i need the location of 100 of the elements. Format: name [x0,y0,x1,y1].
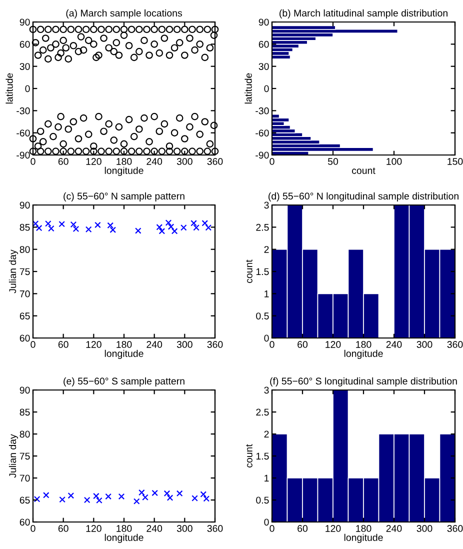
point [193,224,200,231]
x-tick-label: 300 [176,341,192,348]
point [203,496,210,502]
point [202,220,208,226]
point [164,490,170,497]
y-tick-label: 1.5 [256,452,269,460]
x-tick-label: 60 [58,341,68,348]
point [168,224,174,230]
y-tick-label: 60 [258,40,269,48]
point [94,222,101,228]
x-tick-label: 60 [298,341,308,348]
y-tick-label: 80 [20,430,30,438]
point [156,224,163,230]
y-axis-title: count [246,260,252,283]
point [85,226,92,233]
point [176,490,183,497]
point [200,491,207,498]
x-tick-label: 360 [207,158,223,165]
chart-title: (a) March sample locations [66,9,182,18]
x-tick-label: 300 [176,525,192,532]
y-tick-label: 2.5 [256,408,269,416]
x-tick-label: 0 [30,341,36,348]
chart-title: (c) 55−60° N sample pattern [64,192,184,202]
y-tick-label: 90 [258,18,269,26]
point [135,228,142,234]
point [68,492,74,499]
y-tick-label: 60 [20,518,30,526]
x-axis-title: longitude [104,166,144,176]
x-axis-title: longitude [104,350,144,359]
x-tick-label: 0 [30,158,36,165]
chart-title: (e) 55−60° S sample pattern [64,377,184,386]
point [158,228,166,234]
y-axis-title: Julian day [8,434,18,478]
y-axis-title: latitude [6,73,13,104]
point [118,493,125,500]
y-tick-label: 0 [25,85,30,92]
x-tick-label: 120 [86,341,102,348]
y-tick-label: -60 [16,130,30,136]
y-tick-label: -60 [256,130,269,136]
x-tick-label: 0 [270,525,274,532]
point [142,494,148,501]
y-tick-label: 70 [20,290,30,298]
point [72,226,80,232]
y-tick-label: 85 [20,224,30,231]
x-tick-label: 60 [58,158,68,165]
point [48,225,54,232]
x-tick-label: 240 [386,525,402,532]
point [205,224,212,231]
point [180,224,187,231]
y-tick-label: 1.5 [256,268,269,276]
x-tick-label: 120 [86,525,102,532]
point [190,220,197,226]
point [105,493,112,500]
point [192,495,198,502]
point [70,221,77,228]
y-tick-label: 30 [258,63,269,70]
x-tick-label: 180 [356,341,372,348]
x-tick-label: 60 [58,525,68,532]
y-tick-label: 0 [264,85,269,92]
x-tick-label: 240 [146,525,162,532]
y-tick-label: 60 [20,334,30,342]
x-tick-label: 0 [270,158,274,165]
y-tick-label: 70 [20,474,30,482]
x-tick-label: 180 [116,525,132,532]
y-tick-label: 0 [264,518,269,526]
x-tick-label: 0 [30,525,36,532]
y-tick-label: 1 [264,290,269,298]
y-tick-label: 2 [264,430,269,438]
y-tick-label: 90 [20,386,30,394]
y-tick-label: 0.5 [256,496,269,504]
point [171,228,178,234]
x-tick-label: 360 [207,525,223,532]
x-tick-label: 300 [416,525,432,532]
y-tick-label: -90 [256,152,269,159]
y-tick-label: 85 [20,408,30,416]
y-tick-label: 0 [264,334,269,342]
point [45,220,52,227]
y-tick-label: 2 [264,246,269,253]
y-tick-label: 30 [20,63,30,70]
point [36,224,42,232]
y-tick-label: 3 [264,386,269,394]
point [107,222,114,229]
point [96,497,102,504]
y-tick-label: 90 [20,18,30,26]
y-tick-label: 60 [20,40,30,48]
x-tick-label: 240 [386,341,402,348]
point [59,496,66,503]
y-tick-label: 0.5 [256,312,269,320]
y-axis-title: count [246,444,252,468]
point [42,492,50,498]
y-tick-label: 65 [20,496,30,504]
point [138,489,145,496]
y-tick-label: 80 [20,246,30,253]
chart-title: (b) March latitudinal sample distribution [280,9,448,18]
point [110,226,116,233]
x-axis-title: longitude [344,534,383,543]
y-tick-label: 65 [20,312,30,320]
x-tick-label: 240 [146,158,162,165]
y-axis-title: latitude [244,73,252,104]
y-tick-label: 1 [264,474,269,482]
